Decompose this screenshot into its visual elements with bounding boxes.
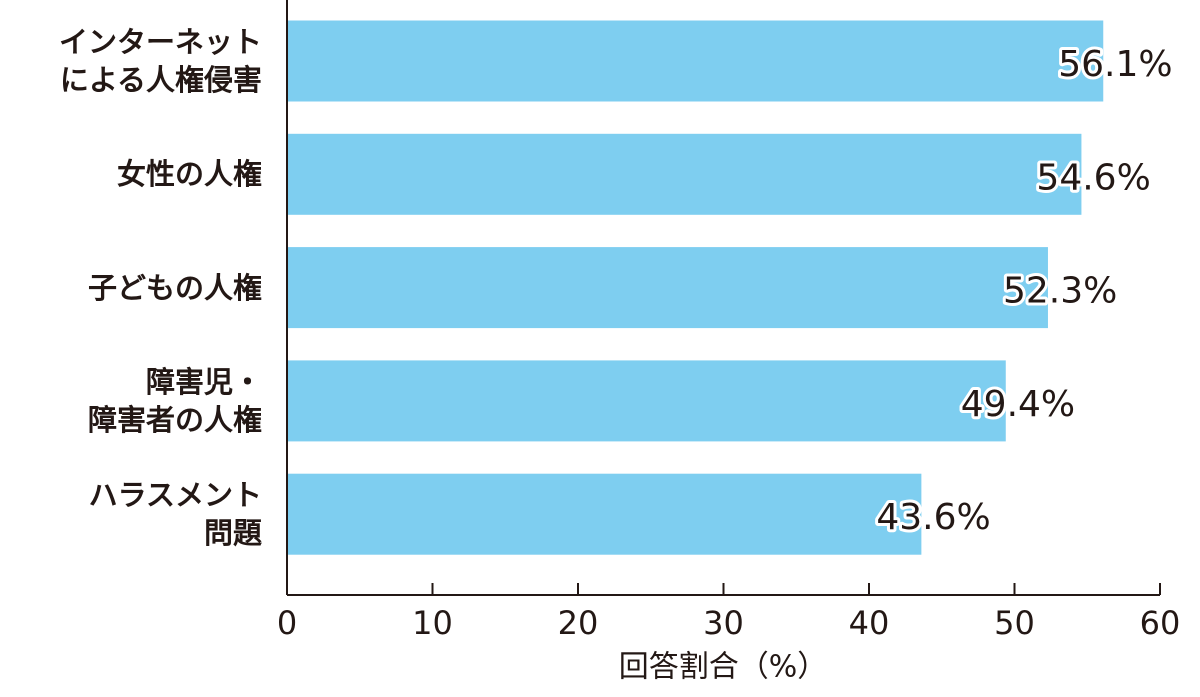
y-tick-label: 女性の人権: [116, 157, 262, 192]
y-tick-label: インターネット による人権侵害: [58, 25, 262, 97]
value-label: 52.3%: [1003, 271, 1117, 312]
x-tick-label: 30: [703, 604, 744, 642]
x-tick-label: 20: [558, 604, 599, 642]
x-tick-label: 0: [277, 604, 297, 642]
bar: [287, 20, 1104, 102]
x-axis-title: 回答割合（%）: [619, 650, 828, 685]
value-label: 56.1%: [1058, 44, 1172, 85]
bar: [287, 133, 1082, 215]
x-tick-label: 40: [849, 604, 890, 642]
bar: [287, 473, 922, 555]
y-tick-label: ハラスメント 問題: [88, 478, 262, 551]
x-tick-label: 10: [412, 604, 453, 642]
value-label: 43.6%: [876, 497, 990, 538]
x-tick-label: 60: [1140, 604, 1181, 642]
bar: [287, 360, 1006, 442]
value-label: 54.6%: [1036, 157, 1150, 198]
x-tick-label: 50: [994, 604, 1035, 642]
y-tick-label: 障害児・ 障害者の人権: [87, 364, 262, 437]
y-tick-label: 子どもの人権: [87, 270, 262, 305]
bar: [287, 247, 1048, 329]
value-label: 49.4%: [961, 384, 1075, 425]
